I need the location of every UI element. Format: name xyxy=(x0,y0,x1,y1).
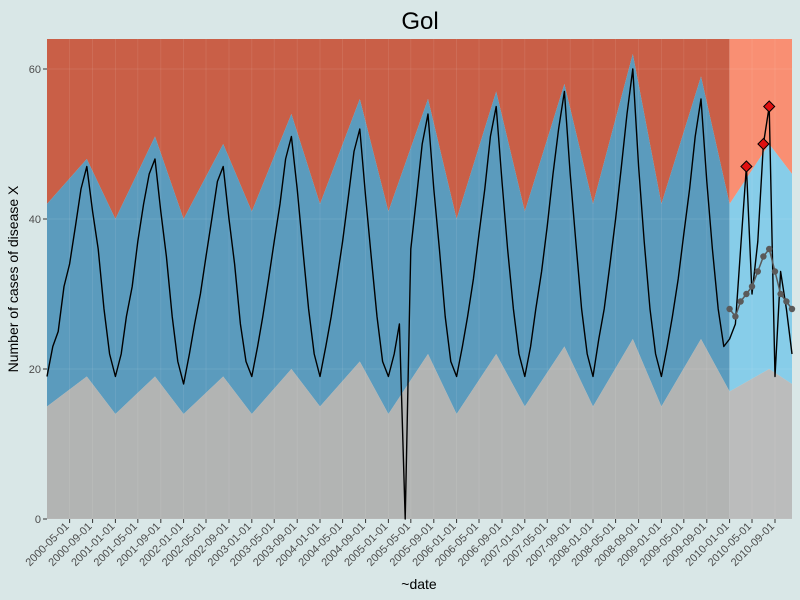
expected-point xyxy=(783,298,790,305)
expected-point xyxy=(748,283,756,290)
alarm-markers xyxy=(740,100,776,173)
band-region-prediction xyxy=(729,144,792,392)
x-axis-label: ~date xyxy=(401,576,437,592)
expected-point xyxy=(737,298,744,305)
y-axis-label: Number of cases of disease X xyxy=(5,185,21,372)
expected-point xyxy=(777,290,784,298)
expected-point xyxy=(771,268,779,275)
expected-point xyxy=(766,245,773,253)
alarm-marker xyxy=(762,100,776,113)
expected-point xyxy=(732,313,739,320)
y-tick-label: 0 xyxy=(35,514,41,526)
alarm-marker xyxy=(740,160,753,173)
threshold-regions xyxy=(47,39,792,519)
y-tick-label: 20 xyxy=(29,364,41,376)
prediction-points xyxy=(726,245,796,320)
gridlines xyxy=(47,39,792,520)
alarm-marker xyxy=(757,137,770,151)
expected-point xyxy=(760,253,767,260)
lower-region-history xyxy=(47,339,730,519)
band-region-history xyxy=(47,54,730,414)
y-tick-label: 60 xyxy=(29,64,41,76)
expected-point xyxy=(743,290,750,298)
expected-point xyxy=(754,268,762,275)
chart-title: Gol xyxy=(401,8,438,35)
lower-region-prediction xyxy=(729,369,792,519)
y-tick-label: 40 xyxy=(29,214,41,226)
observed-series-line xyxy=(46,68,793,520)
upper-region-history xyxy=(47,39,730,219)
expected-point xyxy=(726,305,733,313)
expected-point xyxy=(788,305,796,313)
